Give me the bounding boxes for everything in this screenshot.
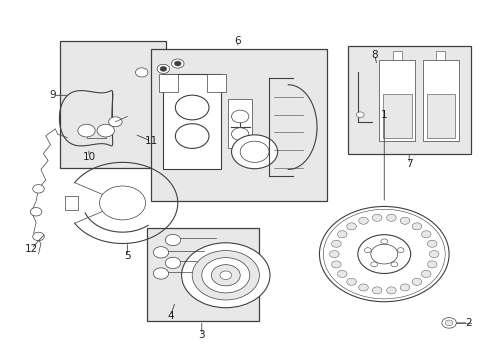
Circle shape [192, 251, 259, 300]
Circle shape [429, 251, 439, 258]
Bar [159, 74, 178, 92]
Text: 1: 1 [381, 110, 388, 120]
Circle shape [427, 261, 437, 268]
Circle shape [347, 278, 356, 285]
Circle shape [442, 318, 456, 328]
Circle shape [381, 239, 388, 244]
Circle shape [371, 244, 398, 264]
Bar [163, 74, 221, 170]
Circle shape [157, 64, 170, 73]
Text: 11: 11 [145, 136, 158, 146]
Circle shape [332, 261, 341, 268]
Circle shape [30, 207, 42, 216]
Circle shape [359, 217, 368, 224]
Circle shape [412, 278, 422, 285]
Circle shape [421, 231, 431, 238]
Bar [228, 99, 252, 148]
Bar [60, 41, 166, 168]
Circle shape [359, 284, 368, 291]
Circle shape [202, 258, 250, 293]
Circle shape [174, 61, 181, 66]
Circle shape [332, 240, 341, 247]
Circle shape [330, 251, 339, 258]
Bar [392, 51, 402, 60]
Circle shape [356, 112, 364, 118]
Bar [147, 228, 259, 321]
Circle shape [372, 214, 382, 221]
Text: 10: 10 [82, 152, 96, 162]
Circle shape [165, 234, 181, 246]
Circle shape [232, 135, 278, 169]
Circle shape [400, 284, 410, 291]
Circle shape [319, 207, 449, 302]
Circle shape [400, 217, 410, 224]
Bar [436, 51, 445, 60]
Circle shape [109, 117, 122, 127]
Bar [348, 46, 471, 154]
Text: 8: 8 [371, 50, 378, 60]
Text: 2: 2 [465, 318, 471, 328]
Circle shape [97, 124, 114, 137]
Text: 7: 7 [406, 159, 413, 169]
Bar [423, 60, 459, 141]
Circle shape [33, 232, 44, 241]
Circle shape [372, 287, 382, 294]
Circle shape [240, 141, 269, 162]
Circle shape [365, 248, 371, 253]
Circle shape [445, 320, 453, 326]
Circle shape [338, 231, 347, 238]
Circle shape [175, 124, 209, 148]
Circle shape [211, 265, 240, 286]
Bar [65, 196, 78, 210]
Text: 3: 3 [198, 329, 205, 339]
Circle shape [220, 271, 232, 279]
Circle shape [232, 128, 249, 140]
Circle shape [78, 124, 95, 137]
Text: 5: 5 [124, 251, 131, 261]
Text: 4: 4 [167, 311, 174, 321]
Circle shape [397, 248, 404, 253]
Circle shape [358, 235, 411, 274]
Circle shape [99, 186, 146, 220]
Circle shape [153, 268, 169, 279]
Circle shape [175, 95, 209, 120]
Circle shape [421, 270, 431, 278]
Circle shape [387, 214, 396, 221]
Circle shape [33, 185, 44, 193]
Circle shape [387, 287, 396, 294]
Circle shape [182, 243, 270, 308]
Bar [379, 60, 416, 141]
Circle shape [165, 257, 181, 269]
Circle shape [232, 110, 249, 123]
Circle shape [153, 247, 169, 258]
Circle shape [338, 270, 347, 278]
Bar [383, 94, 412, 138]
Circle shape [347, 223, 356, 230]
Text: 6: 6 [235, 36, 241, 46]
Circle shape [371, 262, 377, 267]
Circle shape [391, 262, 398, 267]
Text: 9: 9 [49, 90, 56, 100]
Circle shape [136, 68, 148, 77]
Circle shape [427, 240, 437, 247]
Circle shape [412, 223, 422, 230]
Bar [426, 94, 455, 138]
Bar [207, 74, 226, 92]
Circle shape [160, 66, 167, 71]
Bar [151, 49, 327, 201]
Text: 12: 12 [24, 244, 38, 254]
Circle shape [172, 59, 184, 68]
